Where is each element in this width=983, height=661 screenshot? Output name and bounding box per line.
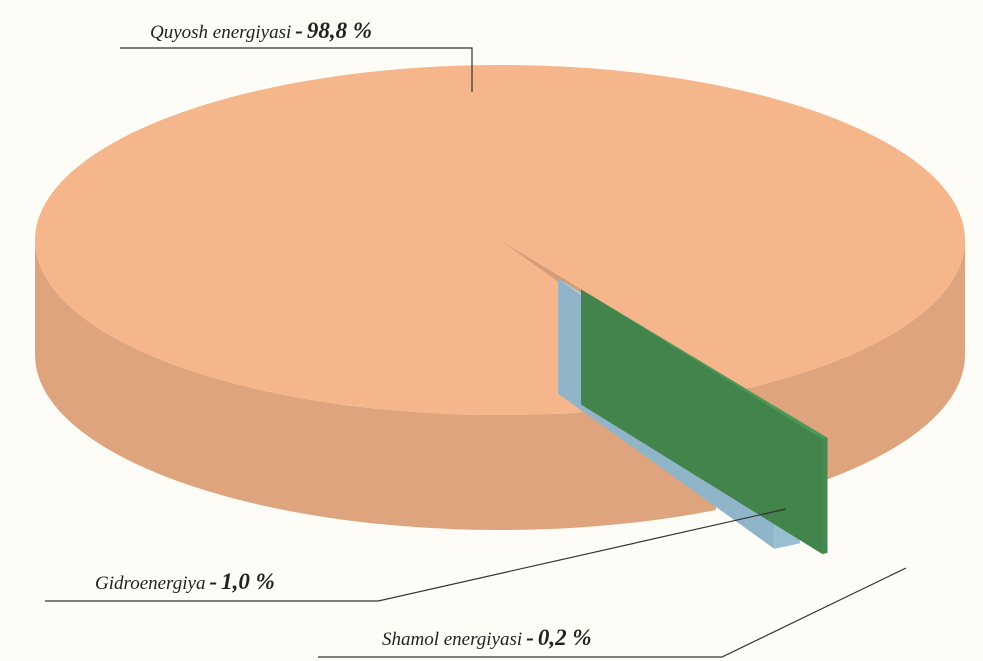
slice-wall	[822, 437, 828, 555]
slice-wall	[35, 240, 717, 530]
category-label: Shamol energiyasi	[382, 629, 522, 650]
slice-label: Shamol energiyasi - 0,2 %	[382, 625, 592, 650]
slice-label: Gidroenergiya - 1,0 %	[95, 569, 275, 594]
separator: -	[526, 625, 534, 650]
slice-top	[581, 289, 828, 440]
slice-top	[35, 64, 966, 415]
leader-line	[120, 47, 473, 92]
category-label: Gidroenergiya	[95, 573, 205, 594]
separator: -	[209, 569, 217, 594]
value-label: 0,2 %	[538, 625, 592, 650]
slice-cut-face	[581, 289, 823, 555]
leader-line	[45, 508, 787, 602]
value-label: 98,8 %	[307, 18, 372, 43]
pie	[35, 64, 966, 555]
separator: -	[295, 18, 303, 43]
slice-label: Quyosh energiyasi - 98,8 %	[150, 18, 372, 43]
category-label: Quyosh energiyasi	[150, 22, 291, 43]
value-label: 1,0 %	[221, 569, 275, 594]
leader-line	[318, 567, 907, 658]
